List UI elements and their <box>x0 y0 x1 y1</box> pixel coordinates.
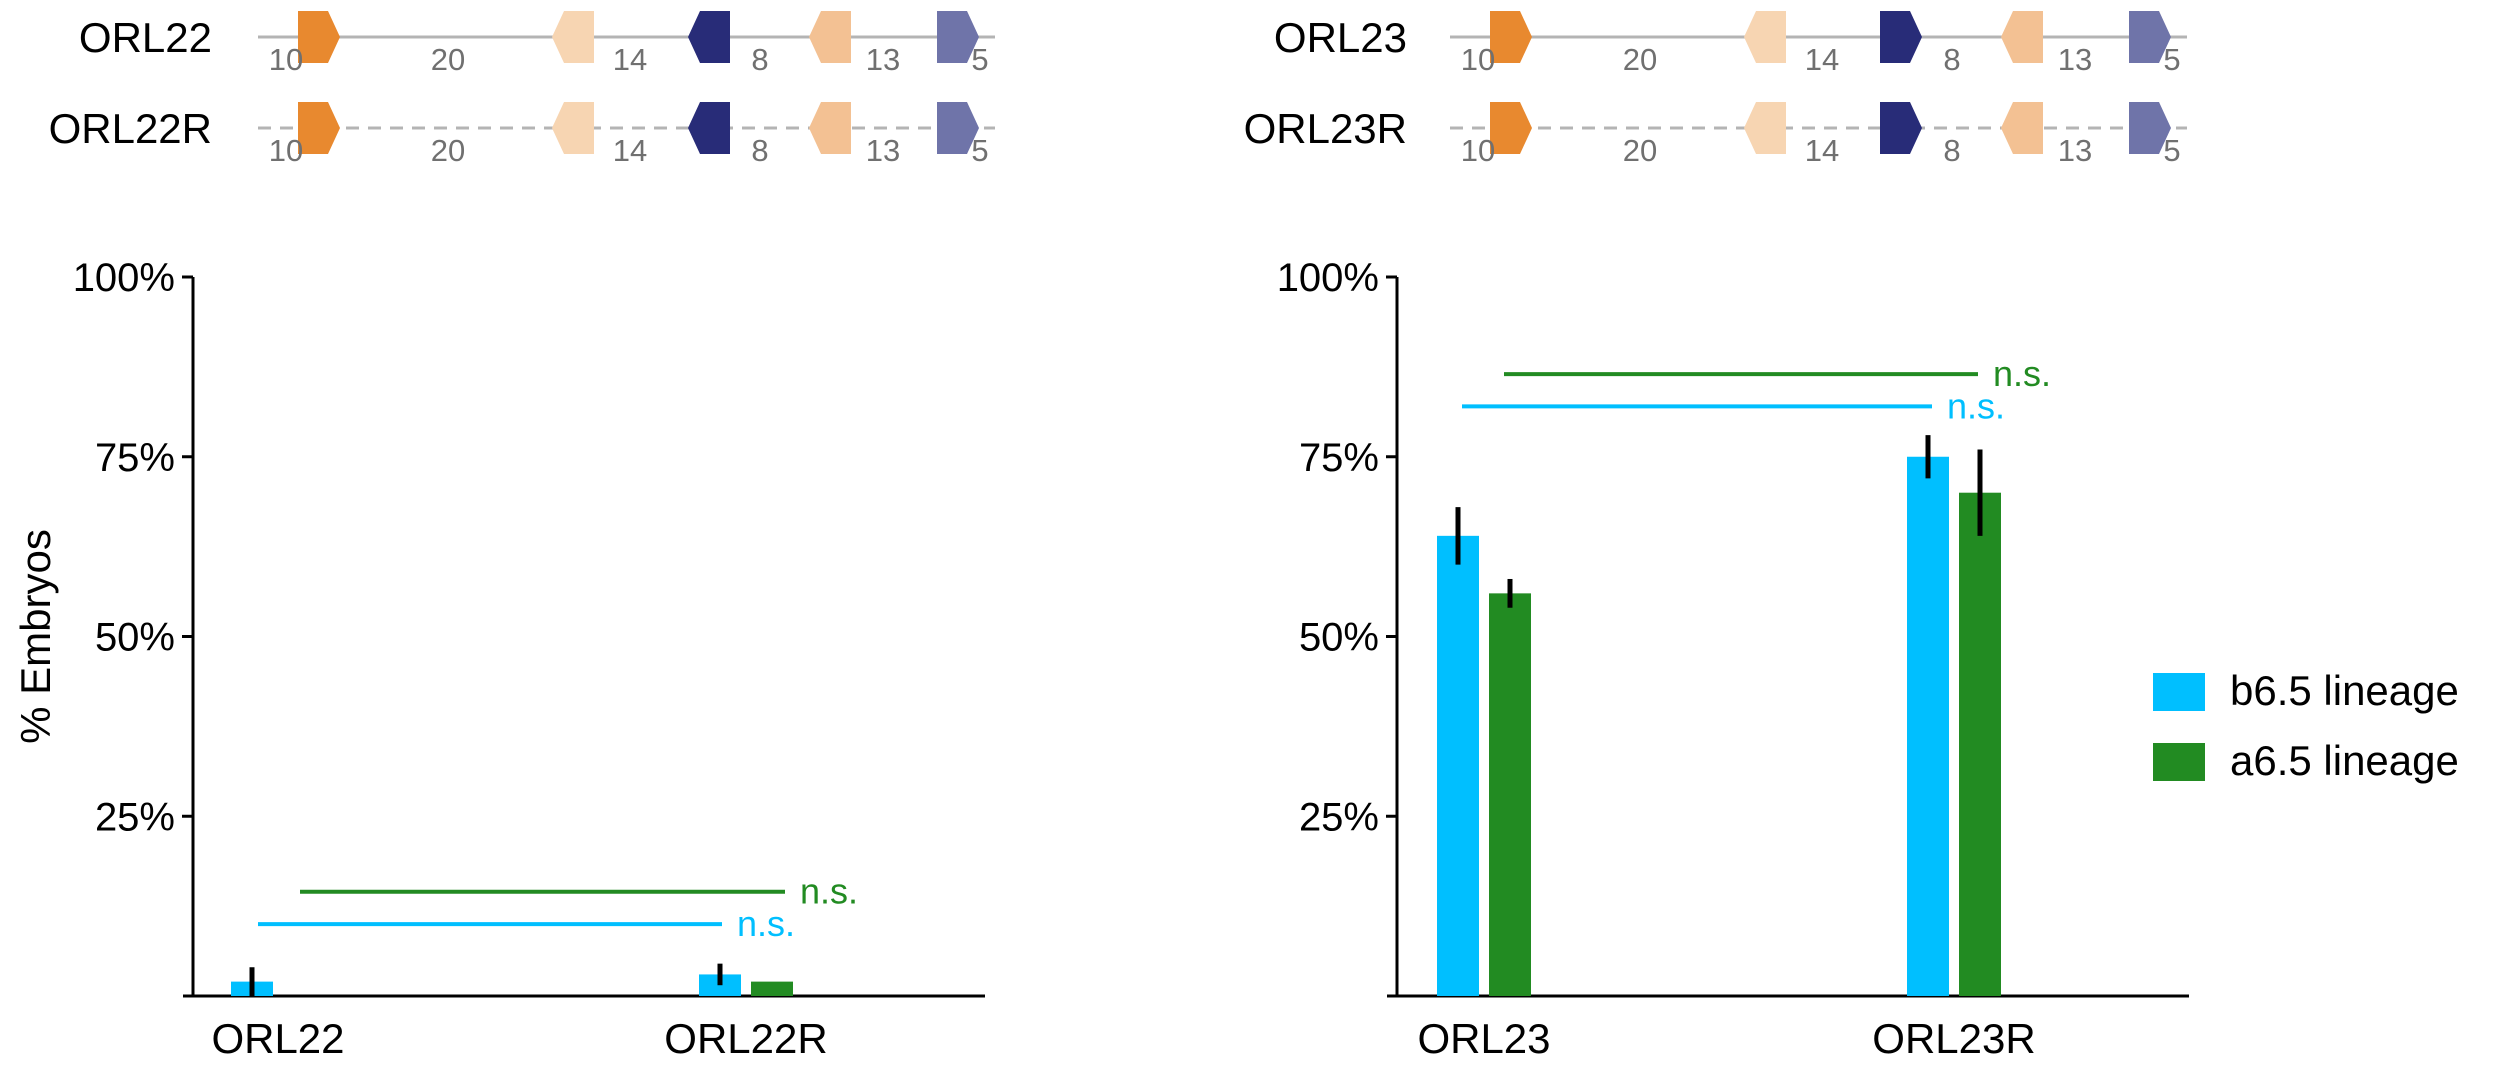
spacer-length: 20 <box>1623 42 1657 77</box>
spacer-length: 8 <box>751 42 768 77</box>
x-tick-label: ORL23R <box>1872 1015 2035 1062</box>
construct-label: ORL22 <box>79 14 212 61</box>
y-tick-label: 75% <box>95 436 175 480</box>
binding-site-5 <box>937 102 979 154</box>
bar-a65-orl23r <box>1959 492 2001 996</box>
binding-site-4 <box>809 102 851 154</box>
binding-site-2 <box>552 11 594 63</box>
bar-a65-orl23 <box>1489 593 1531 996</box>
spacer-length: 10 <box>269 42 303 77</box>
construct-orl23: ORL23 10 20 14 8 13 5 <box>1274 11 2187 77</box>
binding-site-1 <box>1490 11 1532 63</box>
legend-swatch <box>2153 673 2205 711</box>
binding-site-2 <box>552 102 594 154</box>
y-tick-label: 100% <box>73 256 175 300</box>
legend: b6.5 lineage a6.5 lineage <box>2153 667 2459 784</box>
significance-label: n.s. <box>737 903 795 944</box>
spacer-length: 20 <box>431 133 465 168</box>
x-axis: ORL22 ORL22R <box>183 994 985 1062</box>
spacer-length: 13 <box>2058 42 2092 77</box>
binding-site-4 <box>2001 11 2043 63</box>
spacer-length: 14 <box>613 42 647 77</box>
construct-orl22: ORL22 10 20 14 8 13 5 <box>79 11 995 77</box>
chart-panel-1: 25% 50% 75% 100% ORL22 ORL22R % Embryos n.s.n.s… <box>12 256 985 1062</box>
spacer-length: 14 <box>1805 133 1839 168</box>
spacer-length: 8 <box>751 133 768 168</box>
y-axis: 25% 50% 75% 100% <box>73 256 195 996</box>
binding-site-3 <box>688 102 730 154</box>
spacer-length: 5 <box>2163 133 2180 168</box>
spacer-length: 14 <box>613 133 647 168</box>
spacer-length: 14 <box>1805 42 1839 77</box>
spacer-length: 10 <box>1461 133 1495 168</box>
spacer-length: 8 <box>1943 133 1960 168</box>
binding-site-5 <box>2129 102 2171 154</box>
x-tick-label: ORL22R <box>664 1015 827 1062</box>
spacer-length: 5 <box>2163 42 2180 77</box>
binding-site-5 <box>937 11 979 63</box>
legend-label: a6.5 lineage <box>2230 737 2459 784</box>
binding-site-4 <box>809 11 851 63</box>
legend-label: b6.5 lineage <box>2230 667 2459 714</box>
legend-swatch <box>2153 743 2205 781</box>
binding-site-3 <box>1880 11 1922 63</box>
significance-label: n.s. <box>1947 385 2005 426</box>
binding-site-1 <box>298 102 340 154</box>
chart-panel-2: 25% 50% 75% 100% ORL23 ORL23R n.s.n.s. <box>1277 256 2189 1062</box>
spacer-length: 13 <box>866 133 900 168</box>
construct-orl23r: ORL23R 10 20 14 8 13 5 <box>1244 102 2187 168</box>
binding-site-3 <box>688 11 730 63</box>
binding-site-2 <box>1744 102 1786 154</box>
spacer-length: 13 <box>2058 133 2092 168</box>
y-tick-label: 100% <box>1277 256 1379 300</box>
binding-site-4 <box>2001 102 2043 154</box>
bar-a65-orl22r <box>751 981 793 996</box>
spacer-length: 5 <box>971 42 988 77</box>
spacer-length: 13 <box>866 42 900 77</box>
y-tick-label: 50% <box>95 616 175 660</box>
spacer-length: 8 <box>1943 42 1960 77</box>
construct-label: ORL23R <box>1244 105 1407 152</box>
y-tick-label: 50% <box>1299 616 1379 660</box>
y-tick-label: 25% <box>1299 795 1379 839</box>
construct-label: ORL22R <box>49 105 212 152</box>
y-axis-title: % Embryos <box>12 529 59 744</box>
spacer-length: 5 <box>971 133 988 168</box>
bar-b65-orl23r <box>1907 456 1949 996</box>
binding-site-1 <box>1490 102 1532 154</box>
x-tick-label: ORL23 <box>1417 1015 1550 1062</box>
spacer-length: 10 <box>1461 42 1495 77</box>
bar-b65-orl23 <box>1437 535 1479 996</box>
construct-label: ORL23 <box>1274 14 1407 61</box>
binding-site-3 <box>1880 102 1922 154</box>
binding-site-2 <box>1744 11 1786 63</box>
x-axis: ORL23 ORL23R <box>1387 994 2189 1062</box>
spacer-length: 10 <box>269 133 303 168</box>
spacer-length: 20 <box>1623 133 1657 168</box>
significance-label: n.s. <box>1993 353 2051 394</box>
spacer-length: 20 <box>431 42 465 77</box>
y-tick-label: 25% <box>95 795 175 839</box>
y-tick-label: 75% <box>1299 436 1379 480</box>
x-tick-label: ORL22 <box>211 1015 344 1062</box>
construct-orl22r: ORL22R 10 20 14 8 13 5 <box>49 102 995 168</box>
binding-site-5 <box>2129 11 2171 63</box>
y-axis: 25% 50% 75% 100% <box>1277 256 1399 996</box>
significance-label: n.s. <box>800 871 858 912</box>
binding-site-1 <box>298 11 340 63</box>
